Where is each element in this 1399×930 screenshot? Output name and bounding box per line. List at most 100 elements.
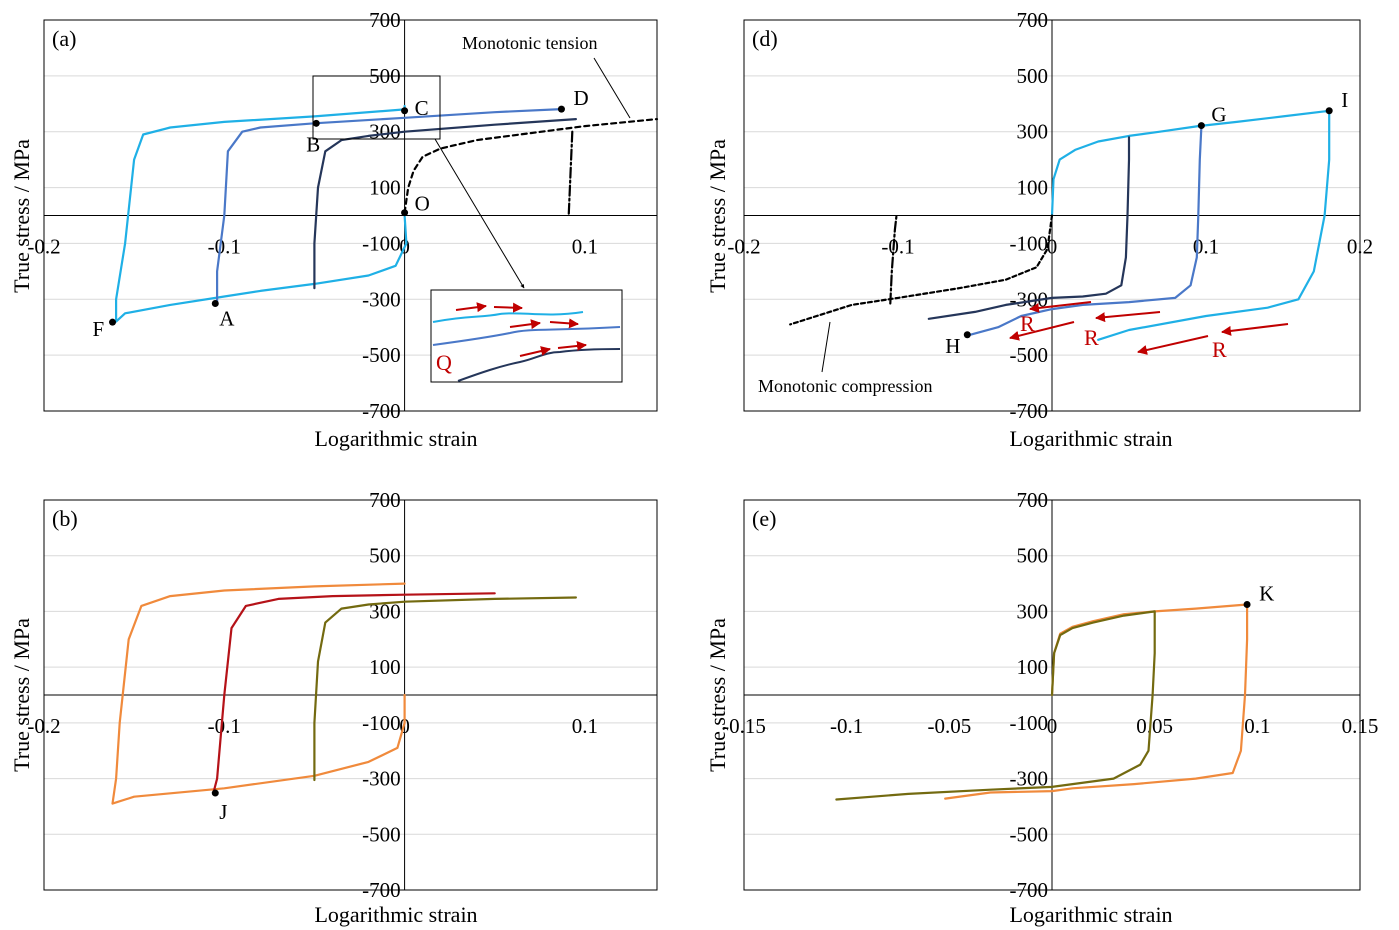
series-line — [789, 214, 1054, 326]
series-line — [403, 118, 659, 214]
x-tick-label: -0.15 — [722, 714, 766, 738]
data-point — [963, 331, 971, 339]
y-tick-label: -500 — [362, 822, 401, 846]
points-layer: K — [1243, 581, 1274, 608]
y-axis-label: True,stress / MPa — [705, 618, 730, 772]
point-label: G — [1211, 103, 1226, 127]
point-label: B — [306, 132, 320, 156]
data-point — [1325, 107, 1333, 115]
inset-arrow — [493, 302, 523, 313]
inset-frame — [430, 289, 623, 383]
y-tick-label: -500 — [362, 343, 401, 367]
x-tick-label: 0 — [1047, 235, 1058, 259]
r-arrow — [1029, 301, 1092, 313]
inset-arrow — [509, 319, 541, 330]
zoom-inset: Q — [430, 289, 623, 383]
x-axis-label: Logarithmic strain — [314, 902, 477, 927]
x-tick-label: 0.2 — [1347, 235, 1373, 259]
y-tick-label: -500 — [1010, 343, 1049, 367]
y-tick-label: 100 — [369, 176, 401, 200]
y-tick-label: -700 — [362, 878, 401, 902]
data-point — [401, 107, 409, 115]
x-tick-label: 0 — [1047, 714, 1058, 738]
series-line — [567, 130, 574, 217]
y-tick-label: 700 — [1017, 8, 1049, 32]
r-arrow — [1221, 323, 1289, 336]
x-tick-label: -0.2 — [727, 235, 760, 259]
x-axis-label: Logarithmic strain — [1009, 902, 1172, 927]
data-point — [312, 119, 320, 127]
panel-label: (a) — [52, 26, 76, 51]
series-line — [1050, 109, 1331, 341]
y-tick-label: -300 — [362, 767, 401, 791]
data-point — [1197, 122, 1205, 130]
y-tick-label: -100 — [1010, 711, 1049, 735]
series-line — [889, 214, 898, 305]
x-tick-label: -0.1 — [881, 235, 914, 259]
series-line — [835, 610, 1156, 801]
series-line — [115, 104, 408, 323]
inset-arrow — [549, 318, 579, 329]
r-label: R — [1212, 337, 1227, 362]
y-tick-label: 700 — [369, 8, 401, 32]
data-point — [109, 318, 117, 326]
series-layer — [111, 582, 577, 805]
x-axis-label: Logarithmic strain — [1009, 426, 1172, 451]
data-point — [211, 789, 219, 797]
x-tick-label: -0.05 — [927, 714, 971, 738]
data-point — [1243, 600, 1251, 608]
y-tick-label: -100 — [362, 231, 401, 255]
y-tick-label: 100 — [1017, 176, 1049, 200]
zoom-pointer — [434, 138, 525, 289]
data-point — [401, 209, 409, 217]
series-line — [216, 108, 563, 305]
x-tick-label: 0.1 — [572, 235, 598, 259]
inset-label-q: Q — [436, 350, 452, 375]
y-tick-label: 700 — [1017, 488, 1049, 512]
series-line — [927, 136, 1131, 320]
inset-arrow — [519, 346, 551, 357]
series-line — [944, 603, 1249, 800]
points-layer: G H I — [945, 88, 1348, 358]
y-tick-label: 500 — [1017, 64, 1049, 88]
series-line — [966, 125, 1203, 337]
series-layer — [115, 104, 659, 323]
point-label: I — [1341, 88, 1348, 112]
x-tick-label: -0.2 — [27, 714, 60, 738]
y-tick-label: -100 — [1010, 231, 1049, 255]
inset-arrow — [557, 340, 587, 351]
grid-lines — [44, 19, 657, 412]
monotonic-compression-annotation: Monotonic compression — [758, 376, 932, 396]
y-tick-label: 500 — [369, 544, 401, 568]
point-label: F — [93, 317, 105, 341]
monotonic-tension-leader — [593, 57, 631, 119]
y-tick-label: 700 — [369, 488, 401, 512]
point-label: J — [219, 800, 227, 824]
series-line — [313, 596, 577, 782]
x-tick-label: -0.2 — [27, 235, 60, 259]
y-tick-label: -500 — [1010, 822, 1049, 846]
y-tick-label: 100 — [1017, 655, 1049, 679]
series-layer — [789, 109, 1331, 341]
x-tick-label: 0.15 — [1342, 714, 1379, 738]
point-label: C — [415, 96, 429, 120]
series-layer — [835, 603, 1249, 801]
r-arrow — [1095, 311, 1161, 323]
series-line — [313, 118, 577, 290]
inset-light-blue-curve — [432, 311, 584, 323]
r-label: R — [1020, 311, 1035, 336]
y-tick-label: -700 — [1010, 399, 1049, 423]
panel-label: (d) — [752, 26, 778, 51]
y-tick-label: 300 — [1017, 599, 1049, 623]
x-tick-label: -0.1 — [830, 714, 863, 738]
point-label: A — [219, 306, 235, 330]
r-arrow — [1009, 321, 1075, 341]
point-label: D — [573, 86, 588, 110]
x-axis-label: Logarithmic strain — [314, 426, 477, 451]
data-point — [211, 299, 219, 307]
panel-label: (b) — [52, 506, 78, 531]
